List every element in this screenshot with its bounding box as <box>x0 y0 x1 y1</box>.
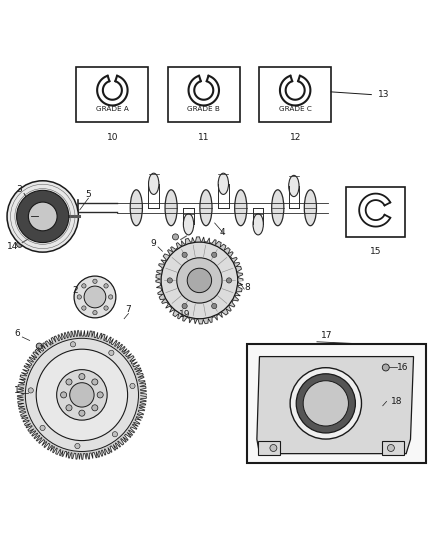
Circle shape <box>17 190 69 243</box>
Circle shape <box>177 258 222 303</box>
Text: 1: 1 <box>14 386 20 395</box>
Polygon shape <box>257 357 413 454</box>
Circle shape <box>109 350 114 356</box>
Circle shape <box>182 252 187 257</box>
Circle shape <box>290 368 361 439</box>
Circle shape <box>212 303 217 309</box>
Bar <box>247 344 426 463</box>
Circle shape <box>79 410 85 416</box>
Ellipse shape <box>148 173 159 195</box>
Circle shape <box>112 432 117 437</box>
Circle shape <box>66 379 72 385</box>
Text: 13: 13 <box>378 90 389 99</box>
Circle shape <box>36 343 42 349</box>
Circle shape <box>182 303 187 309</box>
Text: 7: 7 <box>125 305 131 314</box>
Circle shape <box>82 284 86 288</box>
Circle shape <box>388 445 394 451</box>
Ellipse shape <box>289 175 299 197</box>
Text: 5: 5 <box>85 190 91 199</box>
Ellipse shape <box>165 190 177 225</box>
Circle shape <box>57 370 107 420</box>
Circle shape <box>75 443 80 449</box>
Circle shape <box>70 383 94 407</box>
Ellipse shape <box>272 190 284 225</box>
Circle shape <box>104 284 108 288</box>
Text: 16: 16 <box>397 363 409 372</box>
Ellipse shape <box>130 190 142 225</box>
Circle shape <box>161 242 238 319</box>
Ellipse shape <box>235 190 247 225</box>
Ellipse shape <box>253 214 263 235</box>
Text: 8: 8 <box>244 284 250 293</box>
Circle shape <box>382 364 389 371</box>
Circle shape <box>104 306 108 310</box>
Text: 2: 2 <box>72 286 78 295</box>
Polygon shape <box>18 330 146 459</box>
Bar <box>346 187 405 237</box>
Circle shape <box>82 306 86 310</box>
Text: 11: 11 <box>198 133 209 142</box>
Text: 12: 12 <box>290 133 301 142</box>
Circle shape <box>303 381 349 426</box>
Circle shape <box>92 405 98 411</box>
Circle shape <box>97 392 103 398</box>
Text: 9: 9 <box>151 239 157 248</box>
Ellipse shape <box>218 173 229 195</box>
Circle shape <box>93 310 97 315</box>
Ellipse shape <box>184 214 194 235</box>
Text: 17: 17 <box>321 332 333 340</box>
Circle shape <box>226 278 232 283</box>
Text: 6: 6 <box>14 329 20 338</box>
Circle shape <box>74 276 116 318</box>
Circle shape <box>71 342 76 347</box>
Ellipse shape <box>200 190 212 225</box>
Ellipse shape <box>304 190 317 225</box>
Circle shape <box>84 286 106 308</box>
Polygon shape <box>156 237 243 324</box>
Circle shape <box>118 416 124 422</box>
Circle shape <box>28 388 33 393</box>
Circle shape <box>296 374 355 433</box>
Text: GRADE B: GRADE B <box>187 106 220 112</box>
Circle shape <box>92 379 98 385</box>
Text: 19: 19 <box>179 310 191 319</box>
Bar <box>259 67 331 122</box>
Circle shape <box>7 181 78 252</box>
Circle shape <box>130 383 135 389</box>
Circle shape <box>28 202 57 231</box>
Circle shape <box>66 405 72 411</box>
Circle shape <box>173 234 179 240</box>
Bar <box>382 441 404 455</box>
Circle shape <box>60 392 67 398</box>
Text: 18: 18 <box>391 397 403 406</box>
Circle shape <box>109 295 113 299</box>
Circle shape <box>270 445 277 451</box>
Text: GRADE A: GRADE A <box>96 106 129 112</box>
Circle shape <box>40 425 45 431</box>
Circle shape <box>167 278 173 283</box>
Text: 3: 3 <box>16 184 21 193</box>
Circle shape <box>212 252 217 257</box>
Bar <box>62 214 69 219</box>
Bar <box>258 441 280 455</box>
Bar <box>168 67 240 122</box>
Circle shape <box>187 268 212 293</box>
Circle shape <box>17 241 23 247</box>
Circle shape <box>77 295 81 299</box>
Circle shape <box>25 338 138 451</box>
Text: 14: 14 <box>7 242 18 251</box>
Text: 10: 10 <box>106 133 118 142</box>
Bar <box>77 67 148 122</box>
Text: GRADE C: GRADE C <box>279 106 311 112</box>
Circle shape <box>36 349 127 441</box>
Text: 4: 4 <box>220 228 226 237</box>
Text: 15: 15 <box>370 247 381 256</box>
Circle shape <box>79 374 85 379</box>
Circle shape <box>93 279 97 284</box>
